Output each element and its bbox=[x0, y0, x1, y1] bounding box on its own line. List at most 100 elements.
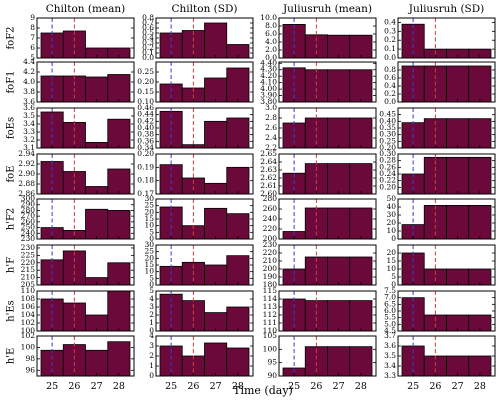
row-label-fof1: foF1 bbox=[6, 70, 17, 93]
panel-fof1-juliusruh-mean: 3.803.904.004.104.204.304.40 bbox=[260, 58, 377, 106]
y-tick-label: 4.10 bbox=[260, 78, 277, 87]
bar bbox=[327, 69, 351, 103]
panel-fof1-chilton-sd: 0.100.150.200.25 bbox=[137, 61, 254, 106]
y-tick-label: 108 bbox=[21, 294, 36, 303]
bar bbox=[349, 207, 373, 240]
y-tick-label: 40 bbox=[386, 202, 396, 211]
panel-foe-chilton-mean: 2.862.882.902.922.94 bbox=[18, 149, 135, 198]
y-tick-label: 230 bbox=[21, 234, 36, 243]
y-tick-label: 25 bbox=[144, 247, 154, 256]
panel-fof2-juliusruh-mean: 0.02.04.06.08.010.0 bbox=[260, 13, 377, 62]
y-tick-label: 90 bbox=[267, 371, 277, 380]
y-tick-label: 0.34 bbox=[137, 143, 154, 152]
bar bbox=[107, 210, 131, 240]
y-tick-label: 0.8 bbox=[384, 65, 396, 74]
panel-frame bbox=[278, 17, 377, 59]
y-tick-label: 0.30 bbox=[379, 149, 396, 158]
y-tick-label: 95 bbox=[267, 358, 277, 367]
y-tick-label: 1 bbox=[149, 361, 154, 370]
x-tick-label: 27 bbox=[210, 381, 222, 392]
y-tick-label: 290 bbox=[21, 200, 36, 209]
panel-frame bbox=[155, 153, 254, 195]
bar bbox=[204, 207, 228, 240]
x-tick-label: 27 bbox=[452, 381, 464, 392]
bar bbox=[349, 117, 373, 149]
y-tick-label: 110 bbox=[21, 286, 36, 295]
y-tick-label: 4.40 bbox=[260, 58, 277, 67]
y-tick-label: 230 bbox=[263, 240, 278, 249]
column-title-chilton-mean: Chilton (mean) bbox=[46, 3, 126, 15]
y-tick-label: 0.20 bbox=[379, 182, 396, 191]
y-tick-label: 260 bbox=[21, 217, 36, 226]
bar bbox=[204, 120, 228, 149]
y-tick-label: 100 bbox=[263, 344, 278, 353]
y-tick-label: 0.1 bbox=[142, 48, 154, 57]
y-tick-label: 2 bbox=[149, 310, 154, 319]
y-tick-label: 0 bbox=[149, 326, 154, 335]
y-tick-label: 2.64 bbox=[260, 157, 277, 166]
row-label-h-f2: h'F2 bbox=[6, 208, 17, 231]
y-tick-label: 112 bbox=[263, 310, 278, 319]
y-tick-label: 6 bbox=[30, 43, 35, 52]
y-tick-label: 3.3 bbox=[23, 127, 35, 136]
x-tick-label: 26 bbox=[187, 381, 199, 392]
y-tick-label: 115 bbox=[263, 286, 278, 295]
bar bbox=[349, 34, 373, 59]
y-tick-label: 0.20 bbox=[137, 77, 154, 86]
y-tick-label: 3.1 bbox=[23, 143, 35, 152]
y-tick-label: 0.6 bbox=[384, 73, 396, 82]
y-tick-label: 5 bbox=[149, 286, 154, 295]
x-tick-label: 25 bbox=[165, 381, 177, 392]
y-tick-label: 270 bbox=[21, 211, 36, 220]
bar bbox=[226, 67, 250, 103]
y-tick-label: 2.60 bbox=[260, 189, 277, 198]
y-tick-label: 2.6 bbox=[265, 123, 277, 132]
y-tick-label: 4.20 bbox=[260, 71, 277, 80]
y-tick-label: 2.61 bbox=[260, 181, 277, 190]
y-tick-label: 114 bbox=[263, 294, 278, 303]
y-tick-label: 2.0 bbox=[265, 45, 277, 54]
y-tick-label: 7.0 bbox=[384, 293, 396, 302]
y-tick-label: 4.4 bbox=[23, 57, 35, 66]
column-title-juliusruh-mean: Juliusruh (mean) bbox=[282, 3, 372, 15]
panel-frame bbox=[278, 335, 377, 377]
bar bbox=[327, 34, 351, 59]
y-tick-label: 2.62 bbox=[260, 173, 277, 182]
panel-foe-juliusruh-sd: 0.200.220.240.260.280.30 bbox=[379, 149, 496, 195]
y-tick-label: 10 bbox=[144, 267, 154, 276]
panel-fof2-chilton-sd: 0.00.10.20.30.40.50.60.70.8 bbox=[142, 13, 254, 62]
bar bbox=[468, 204, 492, 240]
panel-foe-chilton-sd: 0.17 0.18 0.19 0.20 bbox=[137, 149, 254, 198]
y-tick-label: 0.15 bbox=[137, 87, 154, 96]
y-tick-label: 0.45 bbox=[379, 110, 396, 119]
y-tick-label: 280 bbox=[263, 194, 278, 203]
y-tick-label: 8 bbox=[30, 23, 35, 32]
y-tick-label: 0.19 bbox=[137, 162, 154, 171]
y-tick-label: 2.63 bbox=[260, 165, 277, 174]
y-tick-label: 4 bbox=[149, 294, 154, 303]
y-tick-label: 113 bbox=[263, 302, 278, 311]
y-tick-label: 4.30 bbox=[260, 65, 277, 74]
bar bbox=[327, 207, 351, 240]
y-tick-label: 5 bbox=[391, 272, 396, 281]
y-tick-label: 0.10 bbox=[137, 97, 154, 106]
y-tick-label: 3 bbox=[149, 341, 154, 350]
y-tick-label: 2.90 bbox=[18, 169, 35, 178]
y-tick-label: 280 bbox=[21, 205, 36, 214]
y-tick-label: 20 bbox=[386, 218, 396, 227]
y-tick-label: 20 bbox=[144, 253, 154, 262]
y-tick-label: 105 bbox=[263, 331, 278, 340]
y-tick-label: 0.2 bbox=[384, 89, 396, 98]
panel-foes-chilton-mean: 3.13.23.33.43.53.6 bbox=[23, 103, 135, 152]
y-tick-label: 0.40 bbox=[379, 116, 396, 125]
x-tick-label: 27 bbox=[91, 381, 103, 392]
bar bbox=[349, 69, 373, 103]
y-tick-label: 6.0 bbox=[265, 29, 277, 38]
y-tick-label: 4.00 bbox=[260, 84, 277, 93]
y-tick-label: 30 bbox=[144, 194, 154, 203]
